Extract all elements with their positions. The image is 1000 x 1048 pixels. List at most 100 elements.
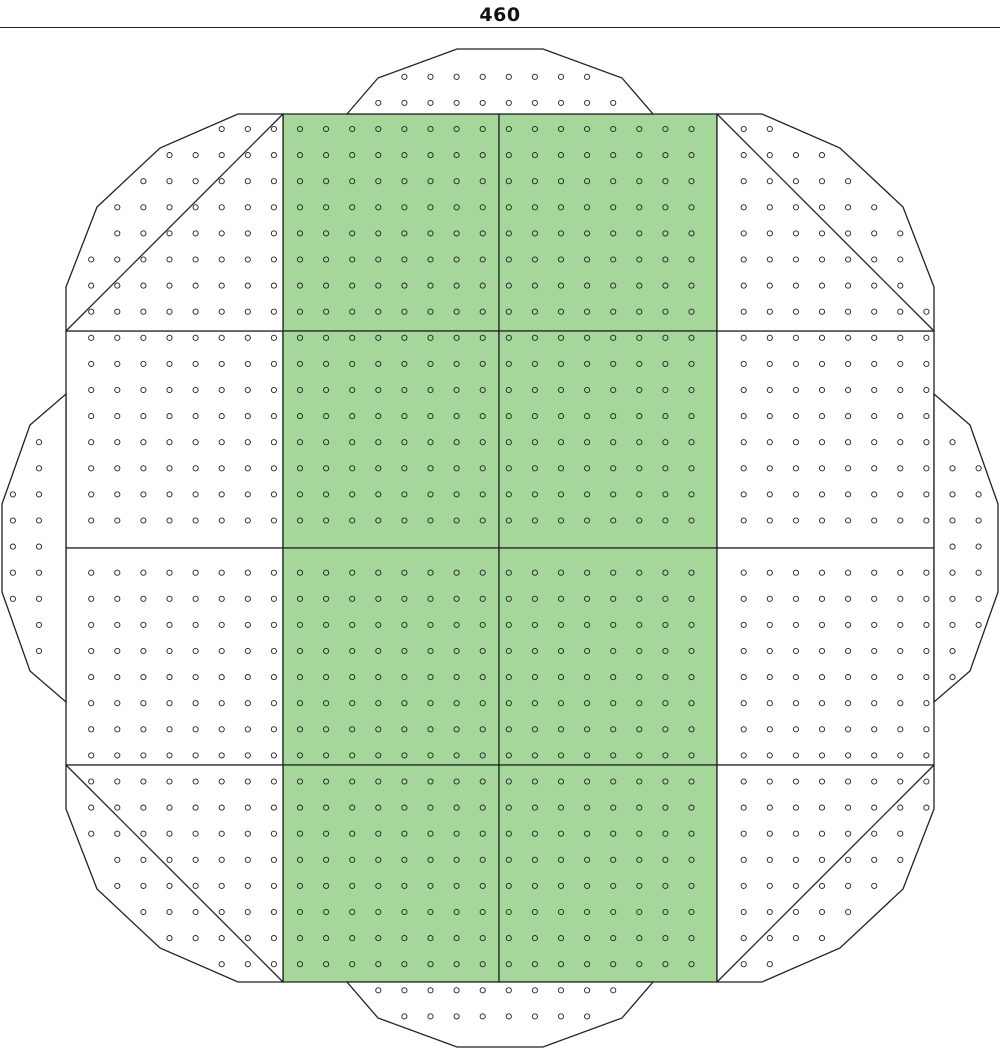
hole [323,256,330,263]
hole [792,700,799,707]
hole [662,517,669,524]
hole [662,595,669,602]
hole [557,282,565,289]
hole [688,569,695,576]
hole [531,700,538,707]
hole [636,830,643,837]
hole [296,674,304,681]
hole [218,386,225,394]
hole [140,386,147,394]
hole [323,726,330,733]
hole [114,230,121,237]
hole [427,125,434,133]
hole [166,230,173,237]
hole [427,882,434,889]
hole [610,517,617,524]
hole [766,856,773,863]
hole [531,752,538,759]
hole [453,73,460,80]
hole [244,204,251,211]
hole [688,804,695,811]
bottom-cap [345,981,655,1048]
hole [531,178,538,185]
hole [140,726,147,733]
hole [375,413,382,420]
hole [270,439,277,446]
hole [584,308,591,315]
hole [244,386,251,394]
hole [375,804,382,811]
hole [296,334,304,341]
hole [375,961,382,968]
hole [349,595,356,602]
hole [140,700,147,707]
hole [296,647,304,655]
hole [949,595,956,602]
hole [740,439,747,446]
hole [688,256,695,263]
hole [871,621,878,628]
hole [375,256,382,263]
holes-layer [9,73,982,1020]
hole [557,700,565,707]
hole [557,334,565,341]
hole [505,491,512,498]
hole [740,935,747,942]
hole [792,256,799,263]
hole [897,726,904,733]
hole [401,726,408,733]
hole [505,778,512,785]
hole [401,778,408,785]
hole [897,439,904,446]
hole [114,804,121,811]
hole [818,439,826,446]
hole [192,439,199,446]
hole [505,987,512,994]
hole [88,386,95,394]
hole [557,230,565,237]
white-panel [65,547,284,766]
hole [636,752,643,759]
hole [557,621,565,628]
hole [923,308,930,315]
hole [792,152,799,159]
hole [766,386,773,394]
hole [897,308,904,315]
hole [557,935,565,942]
hole [766,360,773,367]
hole [975,621,982,628]
hole [296,961,304,968]
hole [636,778,643,785]
hole [244,282,251,289]
hole [792,778,799,785]
hole [218,595,225,602]
hole [636,961,643,968]
hole [818,804,826,811]
hole [897,360,904,367]
hole [479,517,486,524]
hole [323,308,330,315]
hole [349,152,356,159]
hole [218,700,225,707]
hole [531,830,538,837]
hole [766,439,773,446]
hole [401,1013,408,1020]
hole [270,752,277,759]
hole [845,856,852,863]
hole [557,778,565,785]
hole [453,595,460,602]
hole [166,804,173,811]
hole [349,334,356,341]
hole [453,804,460,811]
hole [453,465,460,472]
hole [662,152,669,159]
hole [610,125,617,133]
hole [897,595,904,602]
hole [584,230,591,237]
hole [636,621,643,628]
hole [818,360,826,367]
hole [453,1013,460,1020]
hole [792,230,799,237]
hole [35,621,43,628]
hole [427,621,434,628]
